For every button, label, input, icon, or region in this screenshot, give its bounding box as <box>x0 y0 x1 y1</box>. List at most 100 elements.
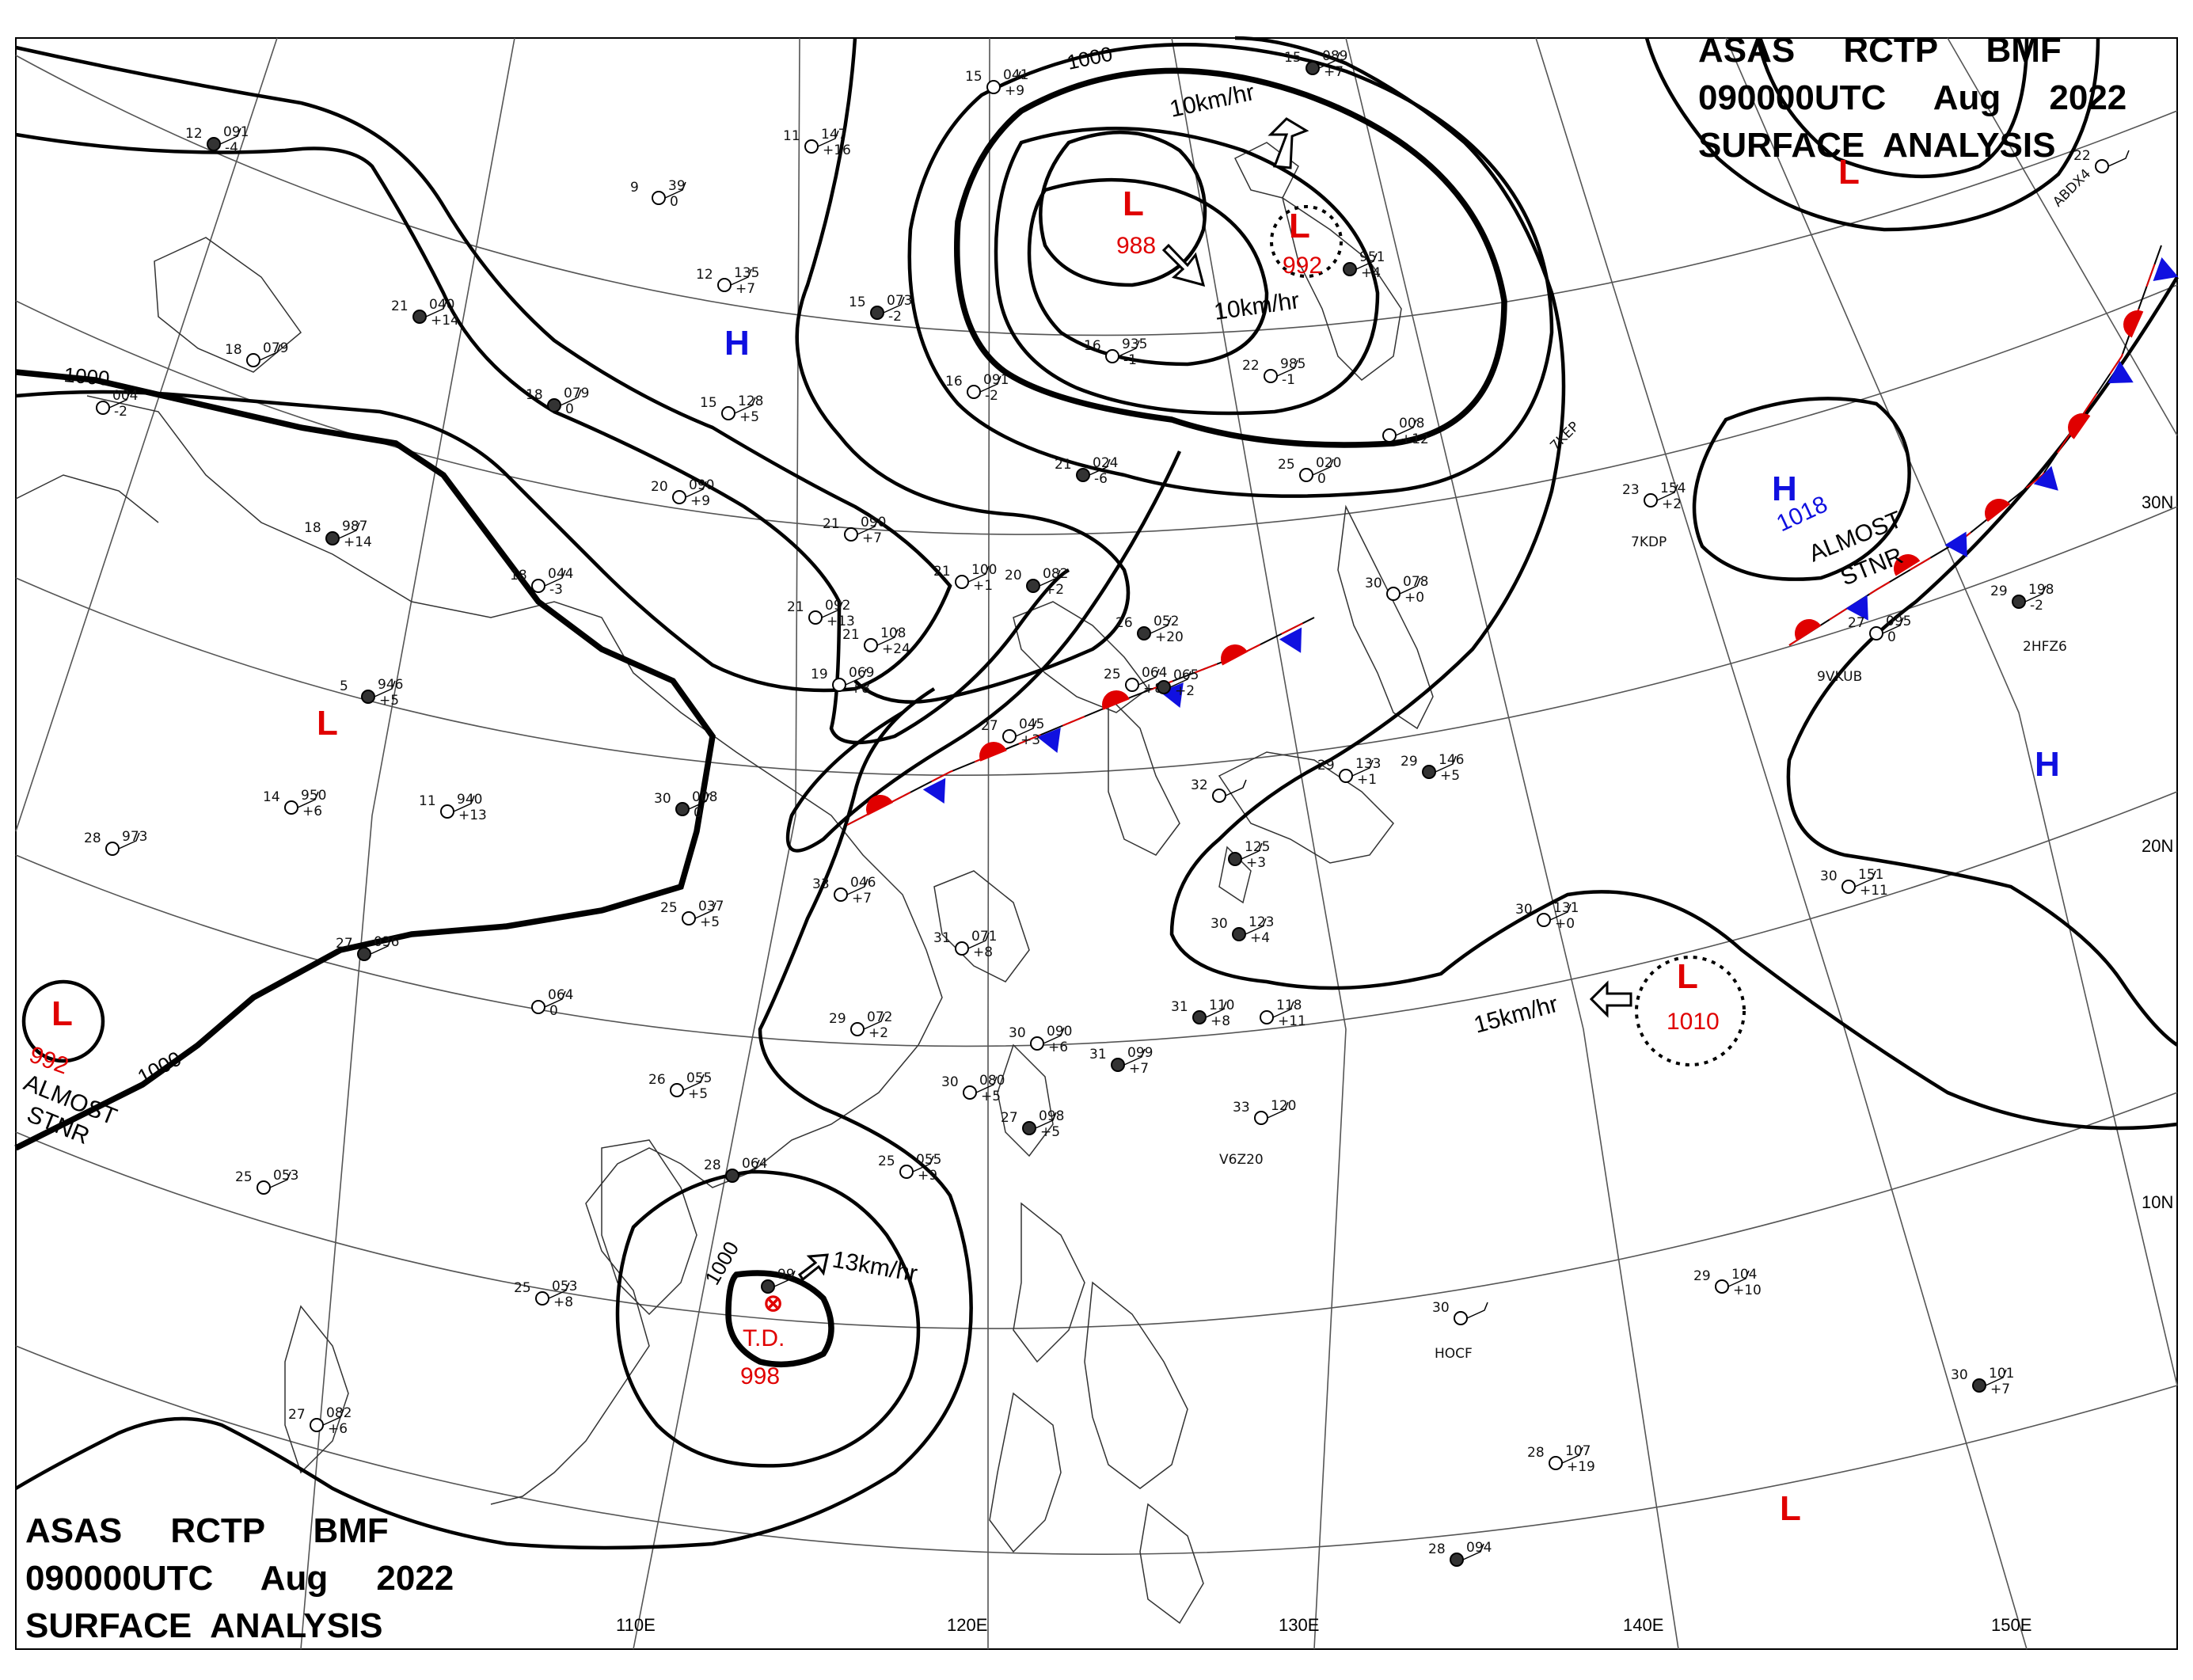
wind-barb <box>1241 842 1263 860</box>
warm-front-symbol <box>1795 619 1822 641</box>
station-temperature: 28 <box>1527 1445 1545 1461</box>
station-circle <box>1232 927 1246 941</box>
station-plot: 008+12 <box>1382 416 1429 447</box>
station-tendency: +16 <box>823 143 851 158</box>
station-temperature: 30 <box>941 1074 959 1090</box>
motion-arrow-988-low <box>1161 243 1206 287</box>
wind-barb <box>1267 1101 1289 1119</box>
station-plot: 25 053+8 <box>514 1279 577 1310</box>
wind-barb <box>863 1013 885 1030</box>
station-tendency: +14 <box>431 313 459 329</box>
wind-barb <box>259 344 281 361</box>
low-center-992-southwest-letter: L <box>51 994 73 1033</box>
high-center-east-letter: H <box>2035 745 2060 784</box>
td-pressure-value: 998 <box>740 1363 780 1389</box>
station-tendency: -2 <box>888 309 902 325</box>
station-pressure: 39 <box>668 178 686 194</box>
station-circle <box>1343 262 1357 276</box>
station-circle <box>725 1169 739 1183</box>
station-tendency: +8 <box>553 1294 573 1310</box>
lon-label-120e: 120E <box>947 1615 987 1635</box>
station-plot: 22 985-1 <box>1242 356 1306 388</box>
meridians <box>15 37 2178 1650</box>
wind-barb <box>1169 671 1192 688</box>
station-pressure: 973 <box>122 829 147 845</box>
station-plot: 25 053 <box>235 1168 298 1195</box>
station-plot: 22 <box>2073 148 2130 173</box>
wind-barb <box>548 1282 570 1299</box>
isobar-ring-4 <box>1027 177 1269 367</box>
station-pressure: 120 <box>1271 1098 1296 1114</box>
station-plot: 30 131+0 <box>1515 900 1579 932</box>
station-plot: 33 046+7 <box>812 875 876 907</box>
station-tendency: -1 <box>1123 352 1137 368</box>
station-plot: 14 950+6 <box>263 788 326 819</box>
station-pressure: 099 <box>1127 1045 1153 1061</box>
station-circle <box>357 947 371 961</box>
wind-barb <box>1015 720 1037 737</box>
station-tendency: -6 <box>1094 471 1108 487</box>
station-circle <box>531 579 545 593</box>
station-pressure: 985 <box>1280 356 1306 372</box>
cold-front-symbol <box>2107 360 2134 384</box>
station-temperature: 21 <box>391 298 409 314</box>
station-pressure: 024 <box>1093 455 1118 471</box>
station-pressure: 146 <box>1439 752 1464 768</box>
wind-barb <box>1399 577 1421 595</box>
station-circle <box>1030 1036 1044 1051</box>
station-tendency: +24 <box>882 641 910 657</box>
wind-barb <box>1150 617 1172 634</box>
high-center-1018-letter: H <box>1772 469 1797 508</box>
wind-barb <box>1727 1270 1750 1287</box>
wind-barb <box>219 127 241 145</box>
wind-barb <box>1312 458 1334 476</box>
station-tendency: +6 <box>328 1421 348 1437</box>
station-plot: 16 091-2 <box>945 372 1009 404</box>
station-plot: 30 <box>1432 1300 1488 1325</box>
station-pressure: 072 <box>867 1009 892 1025</box>
wind-barb <box>1882 617 1904 634</box>
station-temperature: 30 <box>1365 576 1382 591</box>
isobar-label-west: 1000 <box>63 363 110 390</box>
station-tendency: +5 <box>739 409 759 425</box>
station-pressure: 090 <box>861 515 886 530</box>
station-tendency: +9 <box>690 493 710 509</box>
station-circle <box>1450 1553 1464 1567</box>
station-circle <box>721 406 735 420</box>
wind-barb <box>1272 1001 1294 1018</box>
station-circle <box>955 941 969 956</box>
station-pressure: 128 <box>738 393 763 409</box>
station-circle <box>257 1180 271 1195</box>
station-pressure: 135 <box>734 265 759 281</box>
station-plot: 118+11 <box>1260 998 1306 1029</box>
station-circle <box>1972 1378 1986 1393</box>
station-pressure: 091 <box>223 124 249 140</box>
isobar-nw-1 <box>15 45 952 693</box>
wind-barb <box>1138 668 1160 686</box>
cold-front-symbol <box>2153 257 2179 282</box>
station-temperature: 33 <box>812 876 830 892</box>
low-center-southeast-letter: L <box>1780 1489 1801 1528</box>
station-pressure: 069 <box>849 665 874 681</box>
header-top: ASAS RCTP BMF 090000UTC Aug 2022 SURFACE… <box>1698 31 2126 165</box>
station-pressure: 036 <box>374 934 399 950</box>
station-circle <box>1260 1010 1274 1024</box>
wind-barb <box>1985 1369 2007 1386</box>
station-circle <box>1105 349 1119 363</box>
station-temperature: 12 <box>185 126 203 142</box>
station-plot: 30 123+4 <box>1211 914 1274 946</box>
wind-barb <box>118 832 140 850</box>
station-circle <box>1339 769 1353 783</box>
warm-front-symbol <box>866 795 894 816</box>
station-plot: 29 072+2 <box>829 1009 892 1041</box>
station-pressure: 079 <box>263 340 288 356</box>
station-temperature: 30 <box>1820 869 1838 884</box>
wind-barb <box>1043 1027 1065 1044</box>
cold-front-symbol <box>1944 531 1967 557</box>
station-circle <box>986 80 1001 94</box>
station-pressure: 064 <box>548 987 573 1003</box>
station-circle <box>1454 1311 1468 1325</box>
